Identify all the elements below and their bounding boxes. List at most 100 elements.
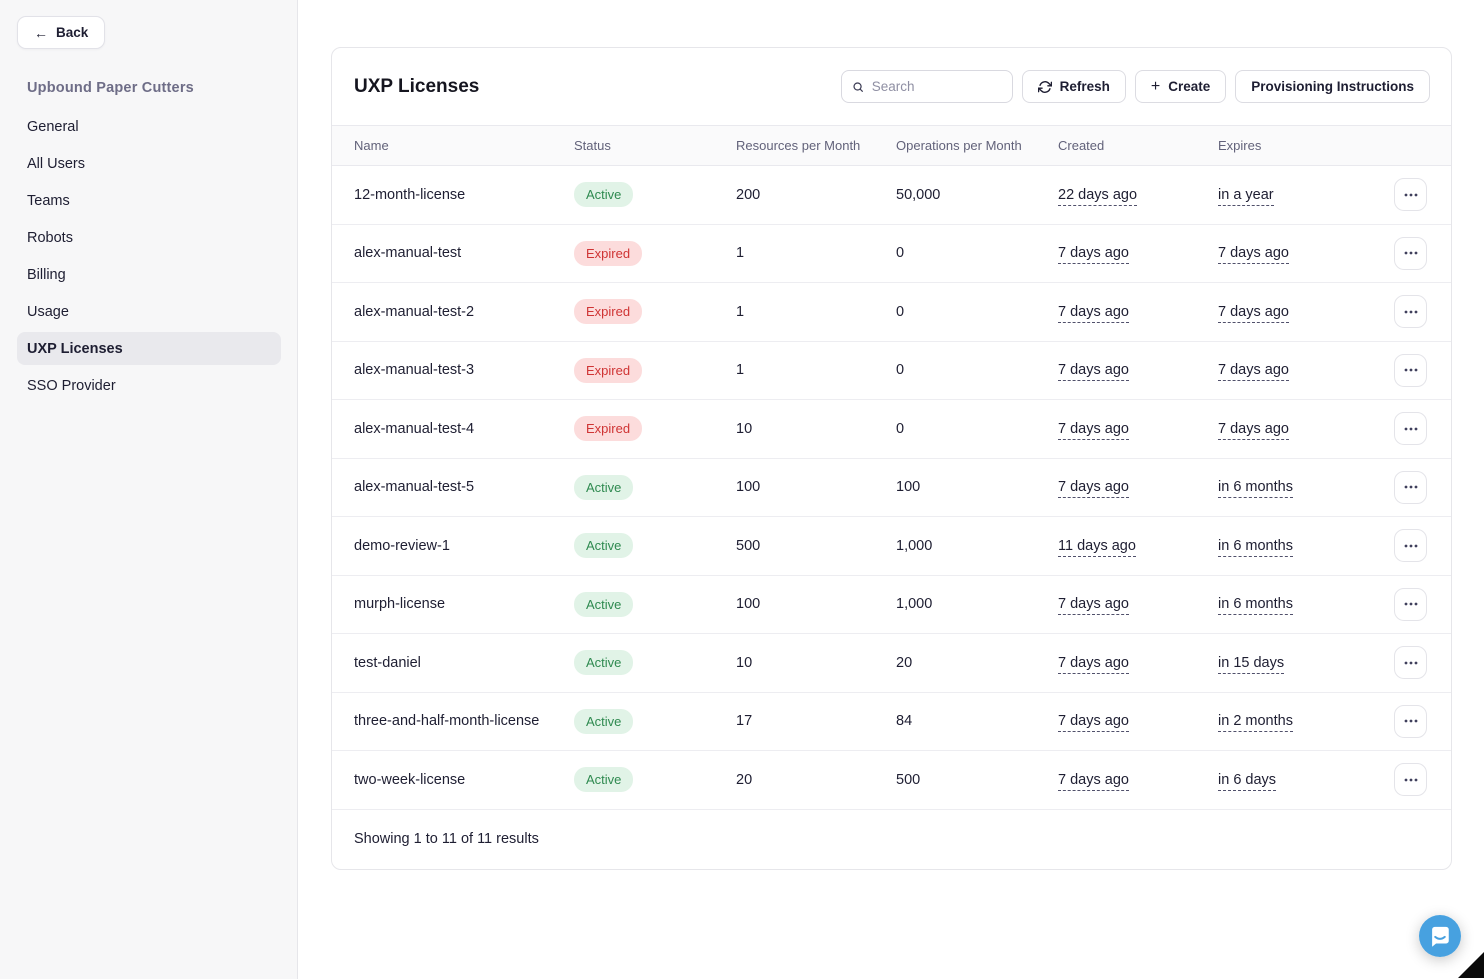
licenses-card: UXP Licenses Refresh [331,47,1452,870]
license-name: murph-license [354,596,446,613]
ellipsis-icon [1404,310,1417,314]
ellipsis-icon [1404,719,1417,723]
expires-value: 7 days ago [1218,303,1289,323]
expires-value: in 6 months [1218,596,1293,616]
table-row: alex-manual-test-5 Active 100 100 7 days… [332,459,1451,517]
back-arrow-icon: ← [34,24,48,41]
operations-value: 1,000 [896,596,933,613]
created-value: 7 days ago [1058,303,1129,323]
header-actions: Refresh + Create Provisioning Instructio… [840,70,1430,103]
created-value: 11 days ago [1058,537,1136,557]
resources-value: 100 [736,479,761,496]
refresh-button-label: Refresh [1059,79,1110,94]
sidebar-item-billing[interactable]: Billing [17,258,281,291]
status-badge: Expired [574,357,643,383]
table-row: alex-manual-test Expired 1 0 7 days ago … [332,225,1451,283]
row-actions-button[interactable] [1394,646,1427,680]
expires-value: in 2 months [1218,713,1293,733]
table-row: test-daniel Active 10 20 7 days ago in 1… [332,634,1451,693]
column-header-name: Name [354,138,389,153]
operations-value: 0 [896,362,905,379]
table-header-row: Name Status Resources per Month Operatio… [332,125,1451,166]
row-actions-button[interactable] [1394,529,1427,563]
row-actions-button[interactable] [1394,412,1427,446]
table-row: three-and-half-month-license Active 17 8… [332,693,1451,751]
created-value: 7 days ago [1058,362,1129,382]
table-row: 12-month-license Active 200 50,000 22 da… [332,166,1451,225]
row-actions-button[interactable] [1394,178,1427,212]
ellipsis-icon [1404,778,1417,782]
sidebar-item-usage[interactable]: Usage [17,295,281,328]
refresh-icon [1037,80,1052,93]
expires-value: 7 days ago [1218,245,1289,265]
row-actions-button[interactable] [1394,763,1427,797]
sidebar-item-robots[interactable]: Robots [17,221,281,254]
status-badge: Expired [574,416,643,442]
provisioning-instructions-button[interactable]: Provisioning Instructions [1235,70,1430,103]
resources-value: 20 [736,771,753,788]
operations-value: 100 [896,479,921,496]
license-name: two-week-license [354,771,466,788]
column-header-expires: Expires [1218,138,1262,153]
table-row: two-week-license Active 20 500 7 days ag… [332,751,1451,810]
sidebar-item-label: Teams [27,192,70,209]
sidebar-item-label: SSO Provider [27,377,116,394]
resources-value: 1 [736,303,745,320]
license-name: alex-manual-test-4 [354,420,475,437]
operations-value: 500 [896,771,921,788]
row-actions-button[interactable] [1394,587,1427,621]
row-actions-button[interactable] [1394,236,1427,270]
chat-launcher-button[interactable] [1419,915,1461,957]
resources-value: 1 [736,362,745,379]
row-actions-button[interactable] [1394,470,1427,504]
create-button[interactable]: + Create [1134,70,1227,103]
sidebar-item-label: UXP Licenses [27,340,123,357]
card-header: UXP Licenses Refresh [332,48,1451,125]
sidebar-item-label: Billing [27,266,66,283]
org-title: Upbound Paper Cutters [27,80,194,96]
sidebar-item-teams[interactable]: Teams [17,184,281,217]
table-row: murph-license Active 100 1,000 7 days ag… [332,576,1451,634]
table-body: 12-month-license Active 200 50,000 22 da… [332,166,1451,810]
plus-icon: + [1150,77,1161,95]
ellipsis-icon [1404,602,1417,606]
operations-value: 20 [896,654,913,671]
search-input[interactable] [871,79,1002,94]
column-header-resources: Resources per Month [736,138,861,153]
sidebar: ← Back Upbound Paper Cutters General All… [0,0,298,979]
sidebar-item-all-users[interactable]: All Users [17,147,281,180]
row-actions-button[interactable] [1394,353,1427,387]
resources-value: 10 [736,420,753,437]
table-row: demo-review-1 Active 500 1,000 11 days a… [332,517,1451,576]
expires-value: 7 days ago [1218,362,1289,382]
created-value: 7 days ago [1058,245,1129,265]
status-badge: Active [574,650,634,676]
created-value: 7 days ago [1058,596,1129,616]
table-row: alex-manual-test-3 Expired 1 0 7 days ag… [332,342,1451,400]
created-value: 7 days ago [1058,479,1129,499]
resources-value: 200 [736,186,761,203]
table-row: alex-manual-test-4 Expired 10 0 7 days a… [332,400,1451,459]
ellipsis-icon [1404,368,1417,372]
sidebar-item-label: All Users [27,155,86,172]
license-name: alex-manual-test-5 [354,479,475,496]
chat-bubble-icon [1419,915,1461,957]
resources-value: 17 [736,713,753,730]
created-value: 7 days ago [1058,713,1129,733]
sidebar-item-sso-provider[interactable]: SSO Provider [17,369,281,402]
results-count: Showing 1 to 11 of 11 results [354,831,539,847]
created-value: 22 days ago [1058,186,1138,206]
status-badge: Active [574,182,634,208]
row-actions-button[interactable] [1394,704,1427,738]
sidebar-item-label: General [27,118,79,135]
back-button[interactable]: ← Back [17,16,106,49]
row-actions-button[interactable] [1394,295,1427,329]
refresh-button[interactable]: Refresh [1021,70,1126,103]
sidebar-item-uxp-licenses[interactable]: UXP Licenses [17,332,281,365]
ellipsis-icon [1404,193,1417,197]
operations-value: 50,000 [896,186,941,203]
column-header-status: Status [574,138,611,153]
sidebar-item-general[interactable]: General [17,110,281,143]
search-box[interactable] [840,70,1013,103]
status-badge: Active [574,591,634,617]
